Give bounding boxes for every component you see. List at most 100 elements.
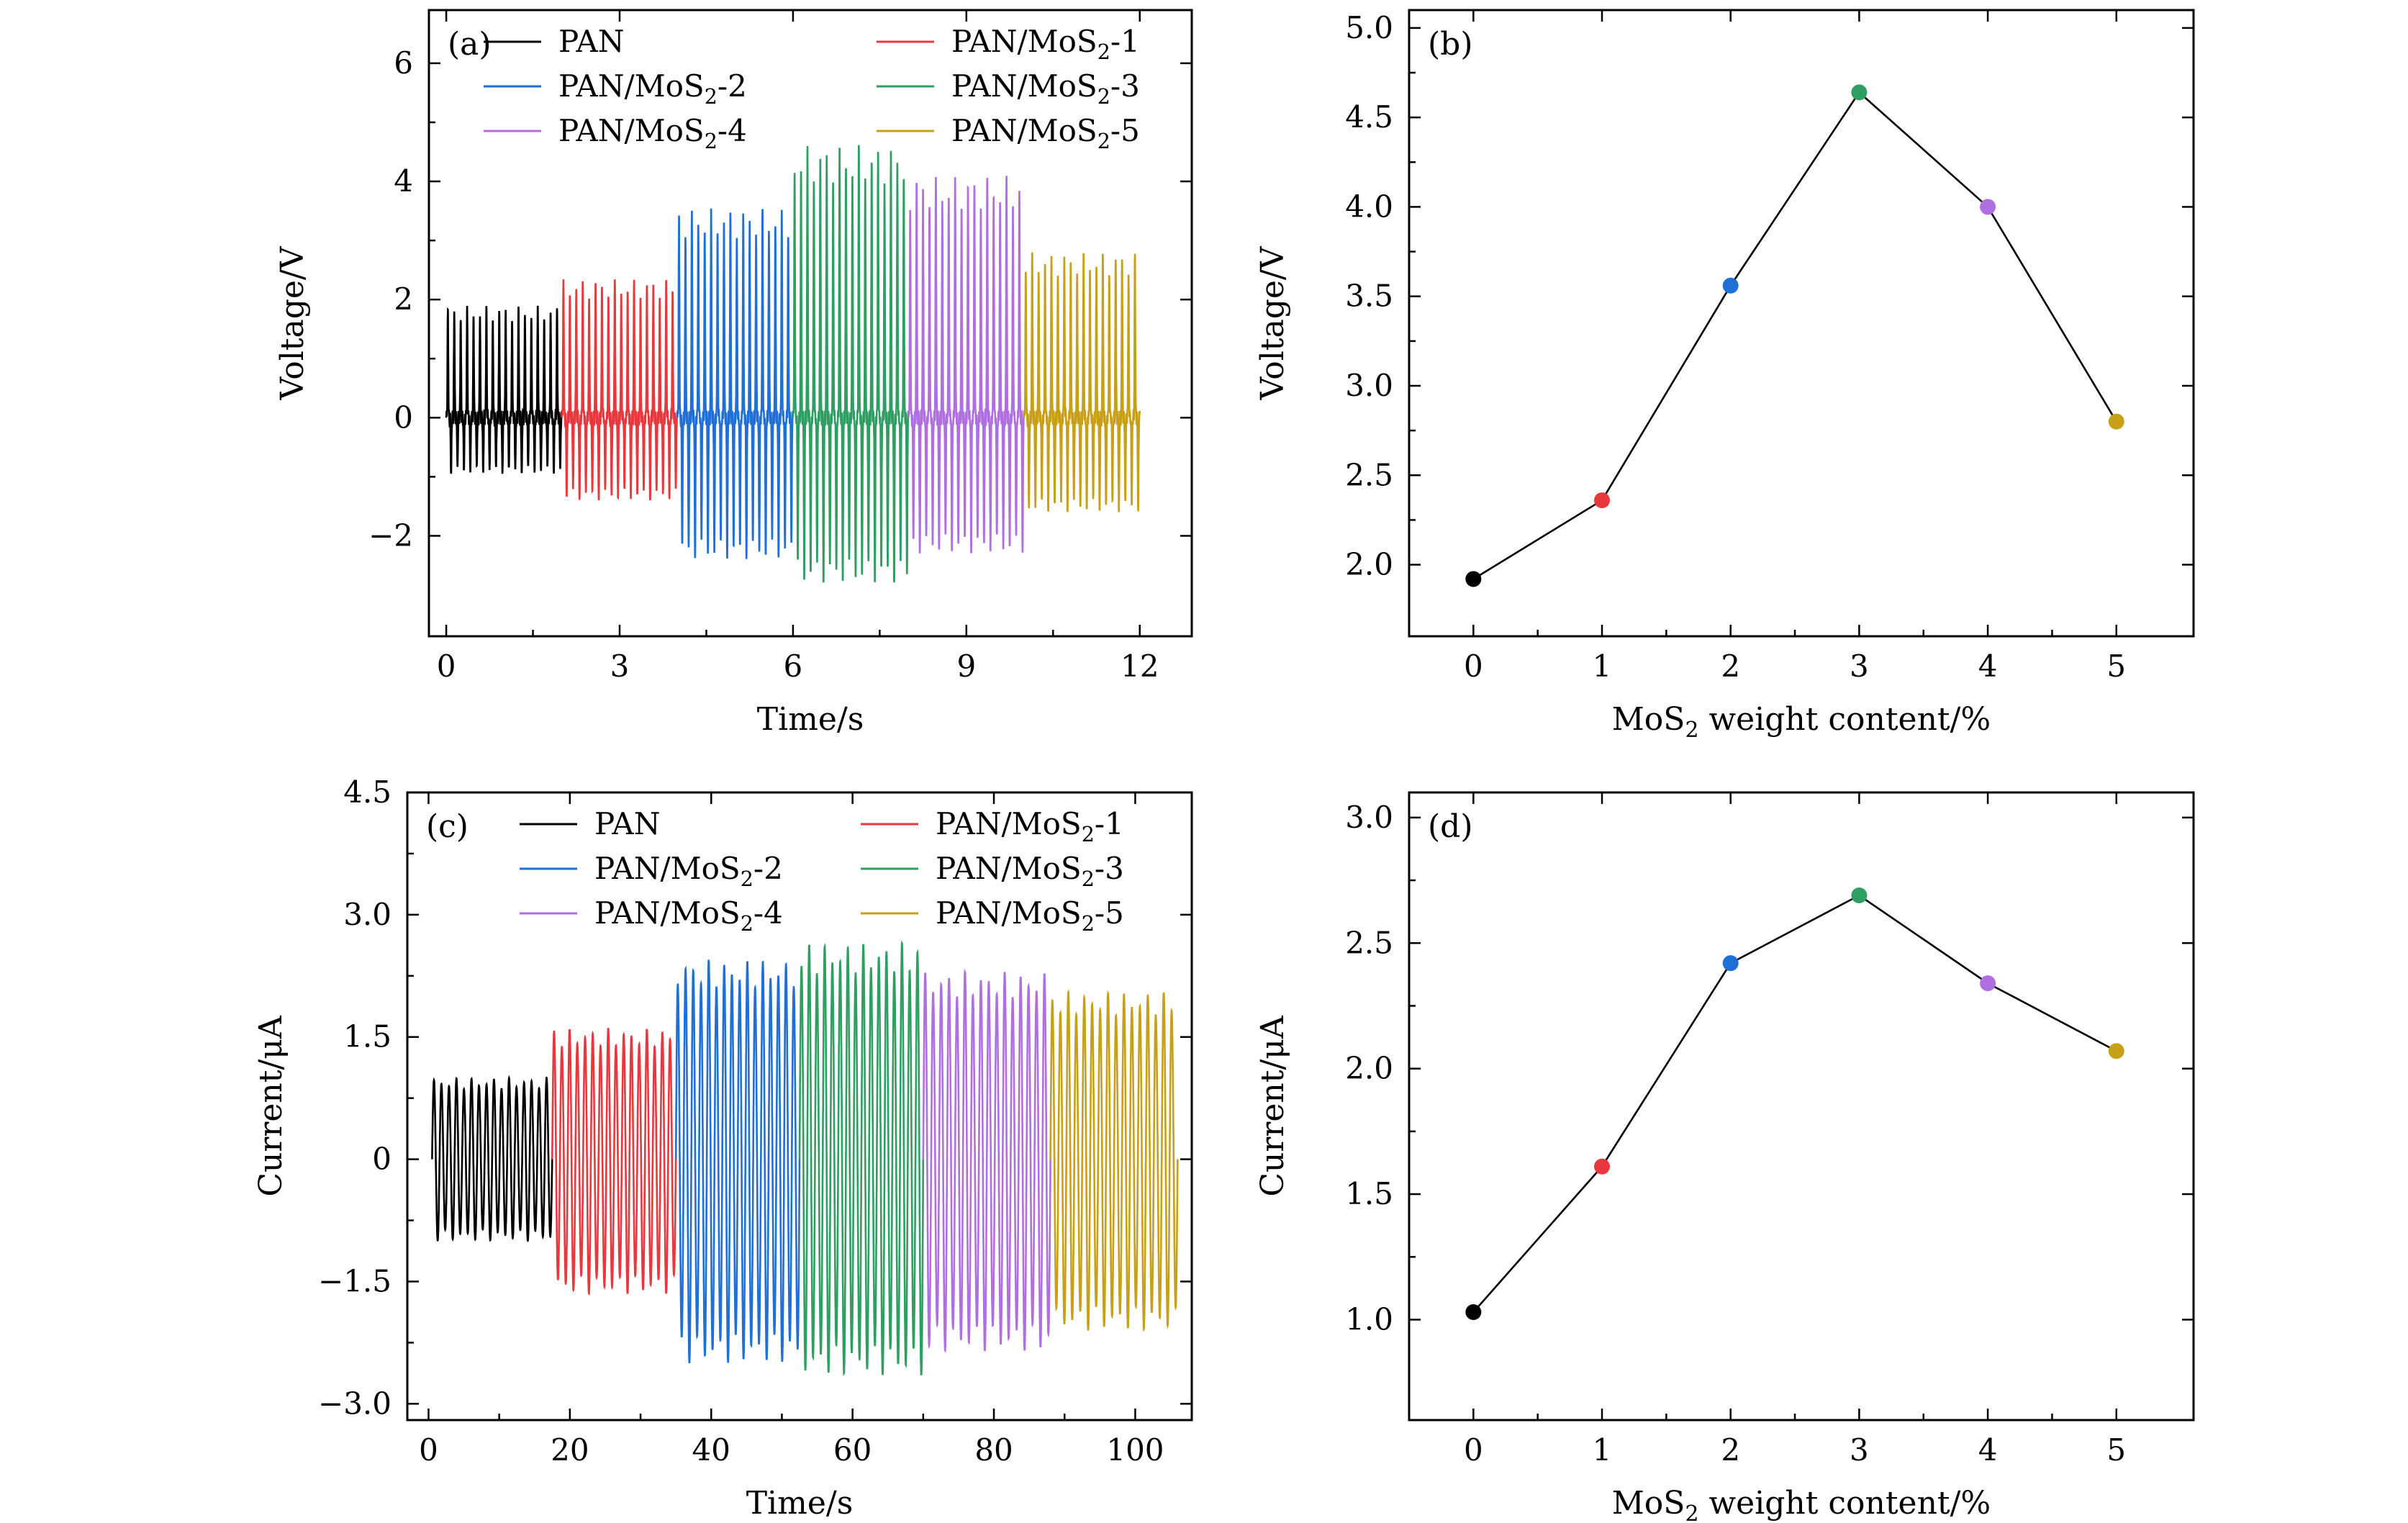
x-tick-label: 3 [610, 648, 630, 684]
y-tick-label: 4.5 [343, 774, 391, 810]
panel-label: (d) [1428, 808, 1473, 845]
plot-frame [406, 791, 1193, 1422]
x-tick-label: 3 [1850, 648, 1869, 684]
data-point [2108, 1043, 2124, 1059]
x-axis-title: MoS2 weight content/% [1612, 1485, 1991, 1523]
y-tick-label: 3.5 [1345, 279, 1393, 314]
x-tick-label: 4 [1978, 648, 1998, 684]
data-point [1851, 887, 1868, 904]
data-line [1472, 91, 2117, 580]
data-point [1980, 975, 1996, 992]
x-tick-label: 5 [2106, 648, 2126, 684]
x-tick-label: 20 [551, 1432, 589, 1468]
y-tick-label: 1.5 [343, 1019, 391, 1054]
x-tick-label: 2 [1721, 648, 1740, 684]
series-line-PAN-MoS2-3 [798, 940, 925, 1376]
plot-frame [1408, 9, 2195, 638]
x-tick-label: 1 [1593, 648, 1612, 684]
y-tick-label: 3.0 [1345, 368, 1393, 403]
legend-entry: PAN [594, 806, 661, 841]
y-tick-label: 4.0 [1345, 189, 1393, 224]
legend-entry: PAN/MoS2-5 [936, 895, 1124, 936]
data-line [1472, 894, 2117, 1313]
y-tick-label: 4 [394, 163, 413, 199]
series-line-PAN-MoS2-1 [561, 279, 679, 501]
data-point [1465, 1304, 1482, 1321]
panel-label: (b) [1428, 26, 1473, 63]
x-tick-label: 2 [1721, 1432, 1740, 1468]
data-point [1594, 492, 1611, 509]
data-point [1851, 84, 1868, 101]
y-tick-label: 2 [394, 281, 413, 317]
data-point [2108, 413, 2124, 430]
x-tick-label: 4 [1978, 1432, 1998, 1468]
x-axis-title: Time/s [757, 701, 864, 738]
series-line-PAN-MoS2-4 [922, 968, 1051, 1353]
data-point [1980, 199, 1996, 215]
y-tick-label: 2.5 [1345, 457, 1393, 492]
x-tick-label: 0 [1464, 1432, 1483, 1468]
x-tick-label: 60 [833, 1432, 872, 1468]
x-tick-label: 3 [1850, 1432, 1869, 1468]
y-tick-label: −3.0 [318, 1386, 391, 1421]
series-line-PAN-MoS2-5 [1049, 989, 1179, 1332]
plot-frame [427, 9, 1193, 638]
series-line-PAN-MoS2-2 [674, 959, 801, 1364]
plot-frame [1408, 791, 2195, 1422]
panel-b: 0 1 2 3 4 5 2.0 2.5 3.0 3.5 4.0 4.5 5.0 MoS2 weight c… [1254, 9, 2195, 743]
x-tick-label: 0 [437, 648, 456, 684]
series-line-PAN-MoS2-4 [907, 176, 1026, 553]
y-tick-label: 3.0 [343, 897, 391, 932]
series-line-PAN-MoS2-3 [792, 145, 910, 583]
legend-entry: PAN/MoS2-4 [558, 113, 747, 153]
y-tick-label: 6 [394, 45, 413, 81]
y-tick-label: 4.5 [1345, 99, 1393, 135]
y-tick-label: 2.5 [1345, 925, 1393, 960]
legend-entry: PAN/MoS2-3 [936, 851, 1124, 891]
legend-entry: PAN/MoS2-3 [951, 68, 1140, 109]
y-axis-title: Voltage/V [274, 245, 311, 400]
data-point [1465, 571, 1482, 587]
y-tick-label: 2.0 [1345, 547, 1393, 582]
y-axis-title: Current/μA [253, 1015, 289, 1197]
y-tick-label: 0 [394, 399, 413, 435]
panel-a: 0 3 6 9 12 −2 0 2 4 6 Time/s Voltage/V (a) PAN PAN/MoS… [274, 9, 1193, 738]
x-tick-label: 5 [2106, 1432, 2126, 1468]
series-line-PAN-MoS2-5 [1023, 252, 1141, 512]
x-tick-label: 0 [1464, 648, 1483, 684]
x-tick-label: 12 [1121, 648, 1159, 684]
y-tick-label: 3.0 [1345, 800, 1393, 835]
legend-entry: PAN/MoS2-2 [558, 68, 747, 109]
x-tick-label: 80 [974, 1432, 1013, 1468]
data-point [1722, 277, 1739, 294]
legend-entry: PAN/MoS2-2 [594, 851, 783, 891]
y-axis-title: Voltage/V [1254, 245, 1291, 400]
legend-entry: PAN [558, 24, 625, 59]
y-tick-label: 0 [372, 1142, 391, 1177]
series-line-PAN-MoS2-1 [551, 1027, 677, 1296]
x-tick-label: 1 [1593, 1432, 1612, 1468]
x-axis-title: MoS2 weight content/% [1612, 701, 1991, 743]
panel-d: 0 1 2 3 4 5 1.0 1.5 2.0 2.5 3.0 MoS2 weight content… [1254, 791, 2195, 1523]
data-point [1594, 1158, 1611, 1175]
series-line-PAN [445, 305, 563, 474]
legend-entry: PAN/MoS2-5 [951, 113, 1140, 153]
y-tick-label: 5.0 [1345, 10, 1393, 45]
panel-label: (a) [448, 26, 492, 63]
panel-label: (c) [426, 808, 469, 845]
y-tick-label: −2 [368, 518, 413, 553]
x-axis-title: Time/s [746, 1485, 854, 1522]
legend-entry: PAN/MoS2-4 [594, 895, 783, 936]
x-tick-label: 6 [784, 648, 803, 684]
y-tick-label: 1.5 [1345, 1176, 1393, 1211]
y-tick-label: 2.0 [1345, 1051, 1393, 1086]
x-tick-label: 40 [692, 1432, 730, 1468]
legend-entry: PAN/MoS2-1 [936, 806, 1124, 846]
series-line-PAN [431, 1075, 553, 1242]
y-tick-label: −1.5 [318, 1263, 391, 1298]
series-line-PAN-MoS2-2 [676, 208, 795, 559]
data-point [1722, 955, 1739, 972]
x-tick-label: 0 [419, 1432, 438, 1468]
